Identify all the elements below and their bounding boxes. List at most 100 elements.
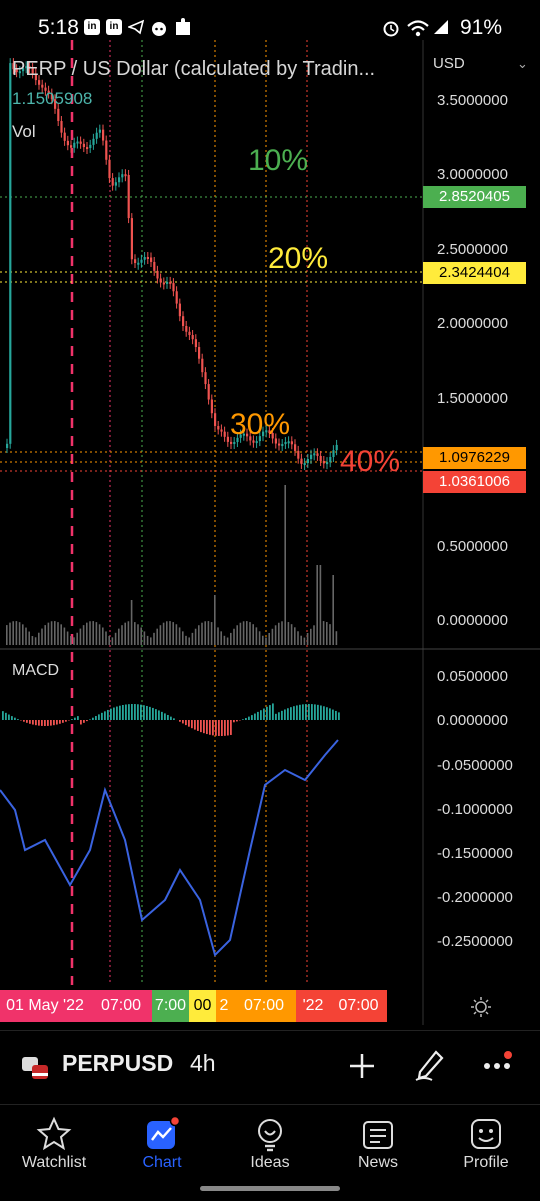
volume-bar <box>163 623 165 645</box>
volume-bar <box>304 638 306 645</box>
volume-bar <box>224 636 226 645</box>
volume-bar <box>150 637 152 645</box>
macd-bar <box>251 715 253 720</box>
volume-bar <box>108 636 110 645</box>
candle <box>156 271 158 279</box>
candle <box>326 462 328 464</box>
volume-bar <box>83 625 85 645</box>
nav-label: Watchlist <box>0 1154 108 1172</box>
macd-bar <box>107 710 109 720</box>
volume-bar <box>118 629 120 645</box>
macd-bar <box>311 704 313 720</box>
volume-bar <box>112 637 114 645</box>
candle <box>112 178 114 186</box>
volume-bar <box>28 632 30 645</box>
candle <box>176 291 178 303</box>
volume-bar <box>134 622 136 645</box>
volume-bar <box>217 627 219 645</box>
candle <box>201 359 203 372</box>
macd-bar <box>29 720 31 724</box>
drawing-pen-icon[interactable] <box>414 1048 446 1082</box>
add-icon[interactable] <box>348 1052 376 1080</box>
macd-bar <box>152 708 154 720</box>
symbol-name[interactable]: PERPUSD <box>62 1050 173 1077</box>
candle <box>291 441 293 444</box>
macd-bar <box>11 716 13 720</box>
volume-bar <box>300 636 302 645</box>
macd-bar <box>254 714 256 720</box>
macd-bar <box>5 713 7 720</box>
macd-bar <box>149 707 151 720</box>
status-time: 5:18 <box>38 16 79 40</box>
macd-bar <box>299 705 301 720</box>
telegram-icon <box>128 19 144 35</box>
volume-bar <box>121 625 123 645</box>
volume-bar <box>73 637 75 645</box>
macd-label: MACD <box>12 662 59 680</box>
macd-bar <box>194 720 196 730</box>
candle <box>192 335 194 339</box>
chart-title[interactable]: PERP / US Dollar (calculated by Tradin..… <box>12 58 375 81</box>
macd-bar <box>17 719 19 720</box>
volume-bar <box>323 621 325 645</box>
currency-selector[interactable]: USD <box>433 55 465 72</box>
reddit-icon <box>150 19 168 37</box>
volume-bar <box>284 485 286 645</box>
macd-bar <box>53 720 55 725</box>
candle <box>108 160 110 178</box>
chevron-down-icon[interactable]: ⌄ <box>517 56 528 72</box>
candle <box>313 453 315 455</box>
price-badge-red: 1.0361006 <box>423 471 526 493</box>
candle <box>76 142 78 144</box>
macd-bar <box>137 704 139 720</box>
volume-bar <box>281 621 283 645</box>
macd-axis-label: 0.0500000 <box>437 668 508 685</box>
price-badge-green: 2.8520405 <box>423 186 526 208</box>
candle <box>230 442 232 444</box>
volume-bar <box>275 625 277 645</box>
last-price: 1.1505908 <box>12 89 92 109</box>
symbol-logo-icon <box>22 1057 48 1081</box>
volume-bar <box>179 627 181 645</box>
macd-bar <box>179 720 181 722</box>
volume-bar <box>48 623 50 645</box>
candle <box>92 139 94 145</box>
puzzle-icon <box>174 17 192 37</box>
macd-axis-label: -0.0500000 <box>437 757 513 774</box>
volume-bar <box>236 625 238 645</box>
macd-bar <box>113 708 115 720</box>
macd-bar <box>143 705 145 720</box>
more-options-icon[interactable] <box>482 1050 514 1080</box>
candle <box>300 459 302 464</box>
candle <box>115 182 117 185</box>
candle <box>64 133 66 141</box>
volume-bar <box>9 623 11 645</box>
macd-bar <box>170 717 172 720</box>
settings-sun-icon[interactable] <box>470 996 492 1018</box>
interval-selector[interactable]: 4h <box>190 1050 216 1077</box>
volume-bar <box>115 633 117 645</box>
volume-bar <box>192 633 194 645</box>
candle <box>60 121 62 133</box>
volume-bar <box>166 621 168 645</box>
macd-bar <box>131 704 133 720</box>
candle <box>80 142 82 144</box>
candle <box>121 174 123 177</box>
macd-axis-label: -0.1000000 <box>437 801 513 818</box>
volume-bar <box>54 621 56 645</box>
price-badge-orange: 1.0976229 <box>423 447 526 469</box>
candle <box>198 347 200 359</box>
macd-bar <box>32 720 34 725</box>
candle <box>310 455 312 459</box>
volume-bar <box>288 622 290 645</box>
macd-bar <box>236 720 238 721</box>
candle <box>86 147 88 149</box>
price-axis-label: 0.5000000 <box>437 538 508 555</box>
volume-bar <box>329 624 331 645</box>
macd-bar <box>329 708 331 720</box>
candle <box>118 177 120 182</box>
candle <box>294 444 296 451</box>
volume-bar <box>204 621 206 645</box>
macd-bar <box>104 711 106 720</box>
volume-bar <box>144 631 146 645</box>
